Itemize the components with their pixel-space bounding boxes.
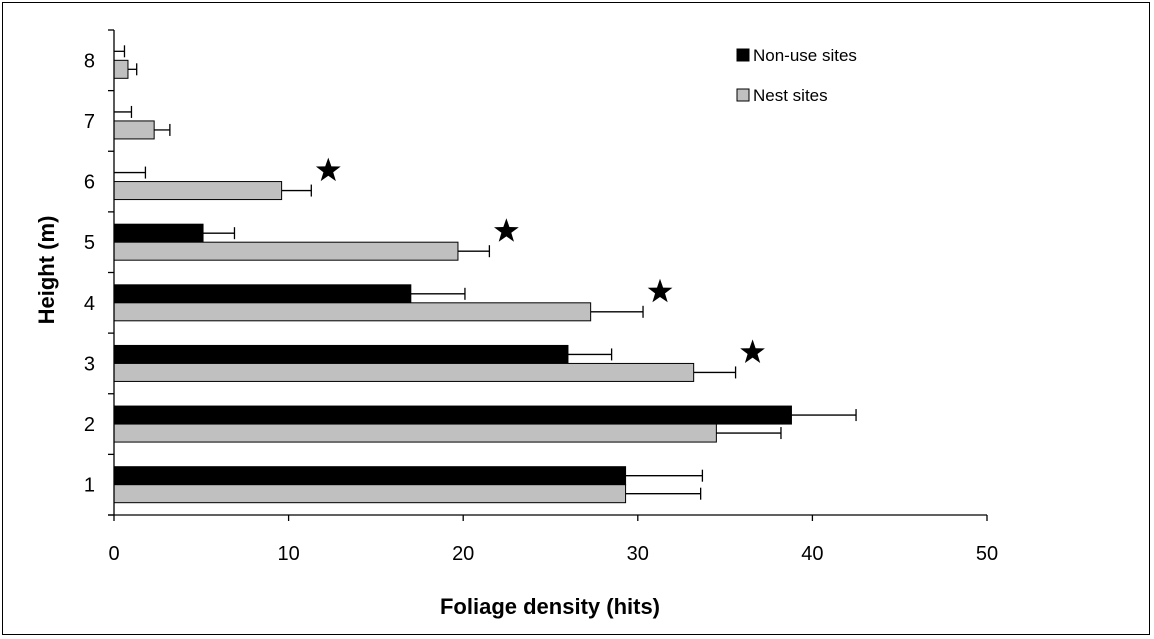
legend-label-nest: Nest sites: [753, 86, 828, 105]
x-tick-label-40: 40: [801, 543, 823, 565]
y-axis-title: Height (m): [34, 216, 59, 325]
x-tick-labels: 0 10 20 30 40 50: [108, 543, 998, 565]
bar-non-use-h5: [113, 223, 204, 243]
significance-star-icon: [647, 278, 673, 303]
y-tick-label-4: 4: [84, 293, 95, 315]
y-tick-label-2: 2: [84, 414, 95, 436]
bar-nest-h7: [113, 120, 155, 140]
x-axis-title: Foliage density (hits): [440, 594, 660, 619]
significance-star-icon: [740, 339, 765, 363]
y-tick-label-8: 8: [84, 50, 95, 72]
x-tick-label-50: 50: [976, 543, 998, 565]
significance-star-icon: [494, 218, 519, 242]
x-tick-label-20: 20: [452, 543, 474, 565]
y-tick-label-6: 6: [84, 172, 95, 194]
legend-swatch-non-use: [736, 48, 750, 62]
bar-nest-h3: [113, 362, 695, 382]
significance-star-icon: [315, 157, 341, 182]
axes-layer: [108, 29, 988, 521]
bar-non-use-h1: [113, 466, 627, 486]
error-bars-layer: [114, 45, 857, 500]
x-tick-label-30: 30: [627, 543, 649, 565]
y-tick-label-3: 3: [84, 353, 95, 375]
bar-non-use-h2: [113, 405, 792, 425]
y-tick-label-5: 5: [84, 232, 95, 254]
legend: Non-use sites Nest sites: [736, 46, 857, 105]
y-tick-label-1: 1: [84, 475, 95, 497]
bar-nest-h8: [113, 59, 129, 79]
bar-nest-h5: [113, 241, 459, 261]
x-tick-label-10: 10: [277, 543, 299, 565]
legend-swatch-nest: [736, 88, 750, 102]
x-tick-label-0: 0: [108, 543, 119, 565]
y-tick-labels: 1 2 3 4 5 6 7 8: [84, 50, 95, 496]
significance-markers-layer: [315, 157, 765, 363]
bar-non-use-h3: [113, 344, 569, 364]
bar-nest-h4: [113, 302, 592, 322]
bars-layer: [113, 59, 792, 504]
y-tick-label-7: 7: [84, 111, 95, 133]
legend-label-non-use: Non-use sites: [753, 46, 857, 65]
bar-nest-h1: [113, 484, 627, 504]
bar-nest-h6: [113, 181, 283, 201]
bar-nest-h2: [113, 423, 717, 443]
bar-non-use-h4: [113, 284, 412, 304]
